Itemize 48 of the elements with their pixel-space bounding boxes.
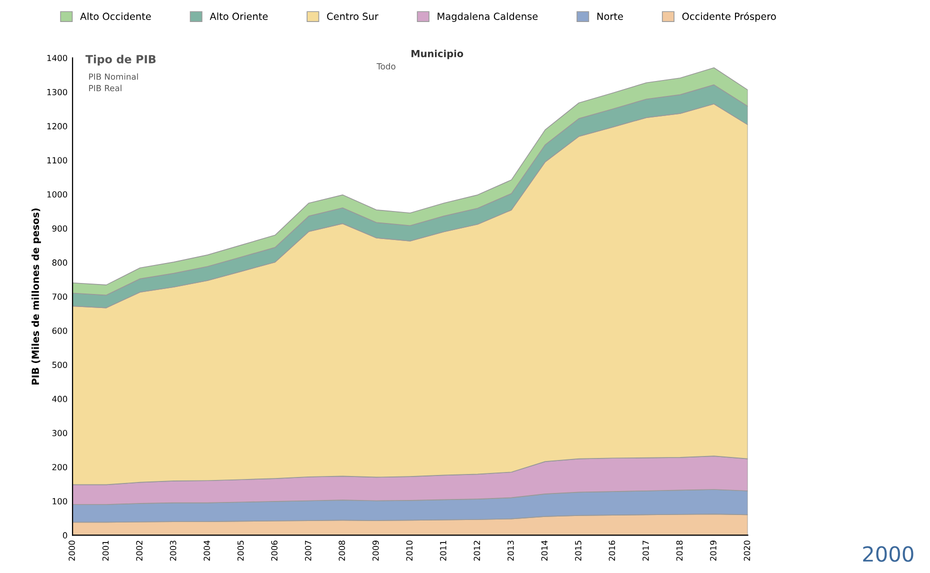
y-tick-label: 600 [52, 328, 68, 334]
annotation: Tipo de PIB [85, 54, 156, 66]
y-axis-title: PIB (Miles de millones de pesos) [32, 208, 41, 384]
y-tick-label: 300 [52, 430, 68, 436]
x-tick-label: 2013 [508, 540, 514, 561]
y-tick-label: 400 [52, 396, 68, 402]
x-tick-label: 2015 [575, 540, 582, 561]
y-tick-label: 1300 [47, 88, 68, 96]
y-tick-label: 200 [52, 464, 68, 470]
legend-label: Norte [597, 12, 623, 20]
annotation: Todo [376, 63, 396, 70]
y-tick-label: 800 [52, 259, 68, 266]
y-tick-label: 0 [62, 532, 68, 538]
x-tick-label: 2002 [136, 540, 142, 561]
x-tick-label: 2006 [271, 540, 278, 561]
y-tick-label: 1200 [47, 123, 68, 130]
x-tick-label: 2017 [642, 540, 649, 561]
x-tick-label: 2004 [204, 540, 210, 561]
x-tick-label: 2008 [338, 540, 346, 561]
y-tick-label: 900 [52, 225, 68, 232]
x-tick-label: 2005 [237, 540, 244, 561]
x-tick-label: 2019 [710, 540, 716, 561]
x-tick-label: 2003 [170, 540, 176, 561]
legend-label: Magdalena Caldense [438, 12, 538, 22]
x-tick-label: 2018 [676, 540, 683, 561]
x-tick-label: 2009 [372, 540, 379, 561]
legend-label: Alto Oriente [210, 12, 268, 20]
x-tick-label: 2014 [541, 540, 548, 561]
y-tick-label: 700 [52, 294, 68, 300]
annotation: PIB Nominal [89, 73, 138, 80]
legend-label: Centro Sur [327, 12, 378, 20]
annotation: PIB Real [89, 84, 122, 92]
x-tick-label: 2012 [474, 540, 480, 561]
y-tick-label: 1100 [47, 157, 68, 164]
annotation: Municipio [412, 50, 464, 60]
x-tick-label: 2010 [406, 540, 413, 561]
x-tick-label: 2020 [744, 540, 750, 561]
y-tick-label: 1400 [47, 54, 68, 62]
x-tick-label: 2011 [440, 540, 446, 561]
legend-label: Occidente Próspero [682, 12, 776, 22]
x-tick-label: 2016 [608, 540, 616, 561]
y-tick-label: 1000 [47, 191, 68, 198]
y-tick-label: 100 [52, 498, 68, 504]
x-tick-label: 2007 [304, 540, 312, 561]
y-tick-label: 500 [52, 362, 68, 368]
x-tick-label: 2000 [68, 540, 75, 561]
x-tick-label: 2001 [102, 540, 109, 561]
legend-label: Alto Occidente [80, 12, 151, 20]
